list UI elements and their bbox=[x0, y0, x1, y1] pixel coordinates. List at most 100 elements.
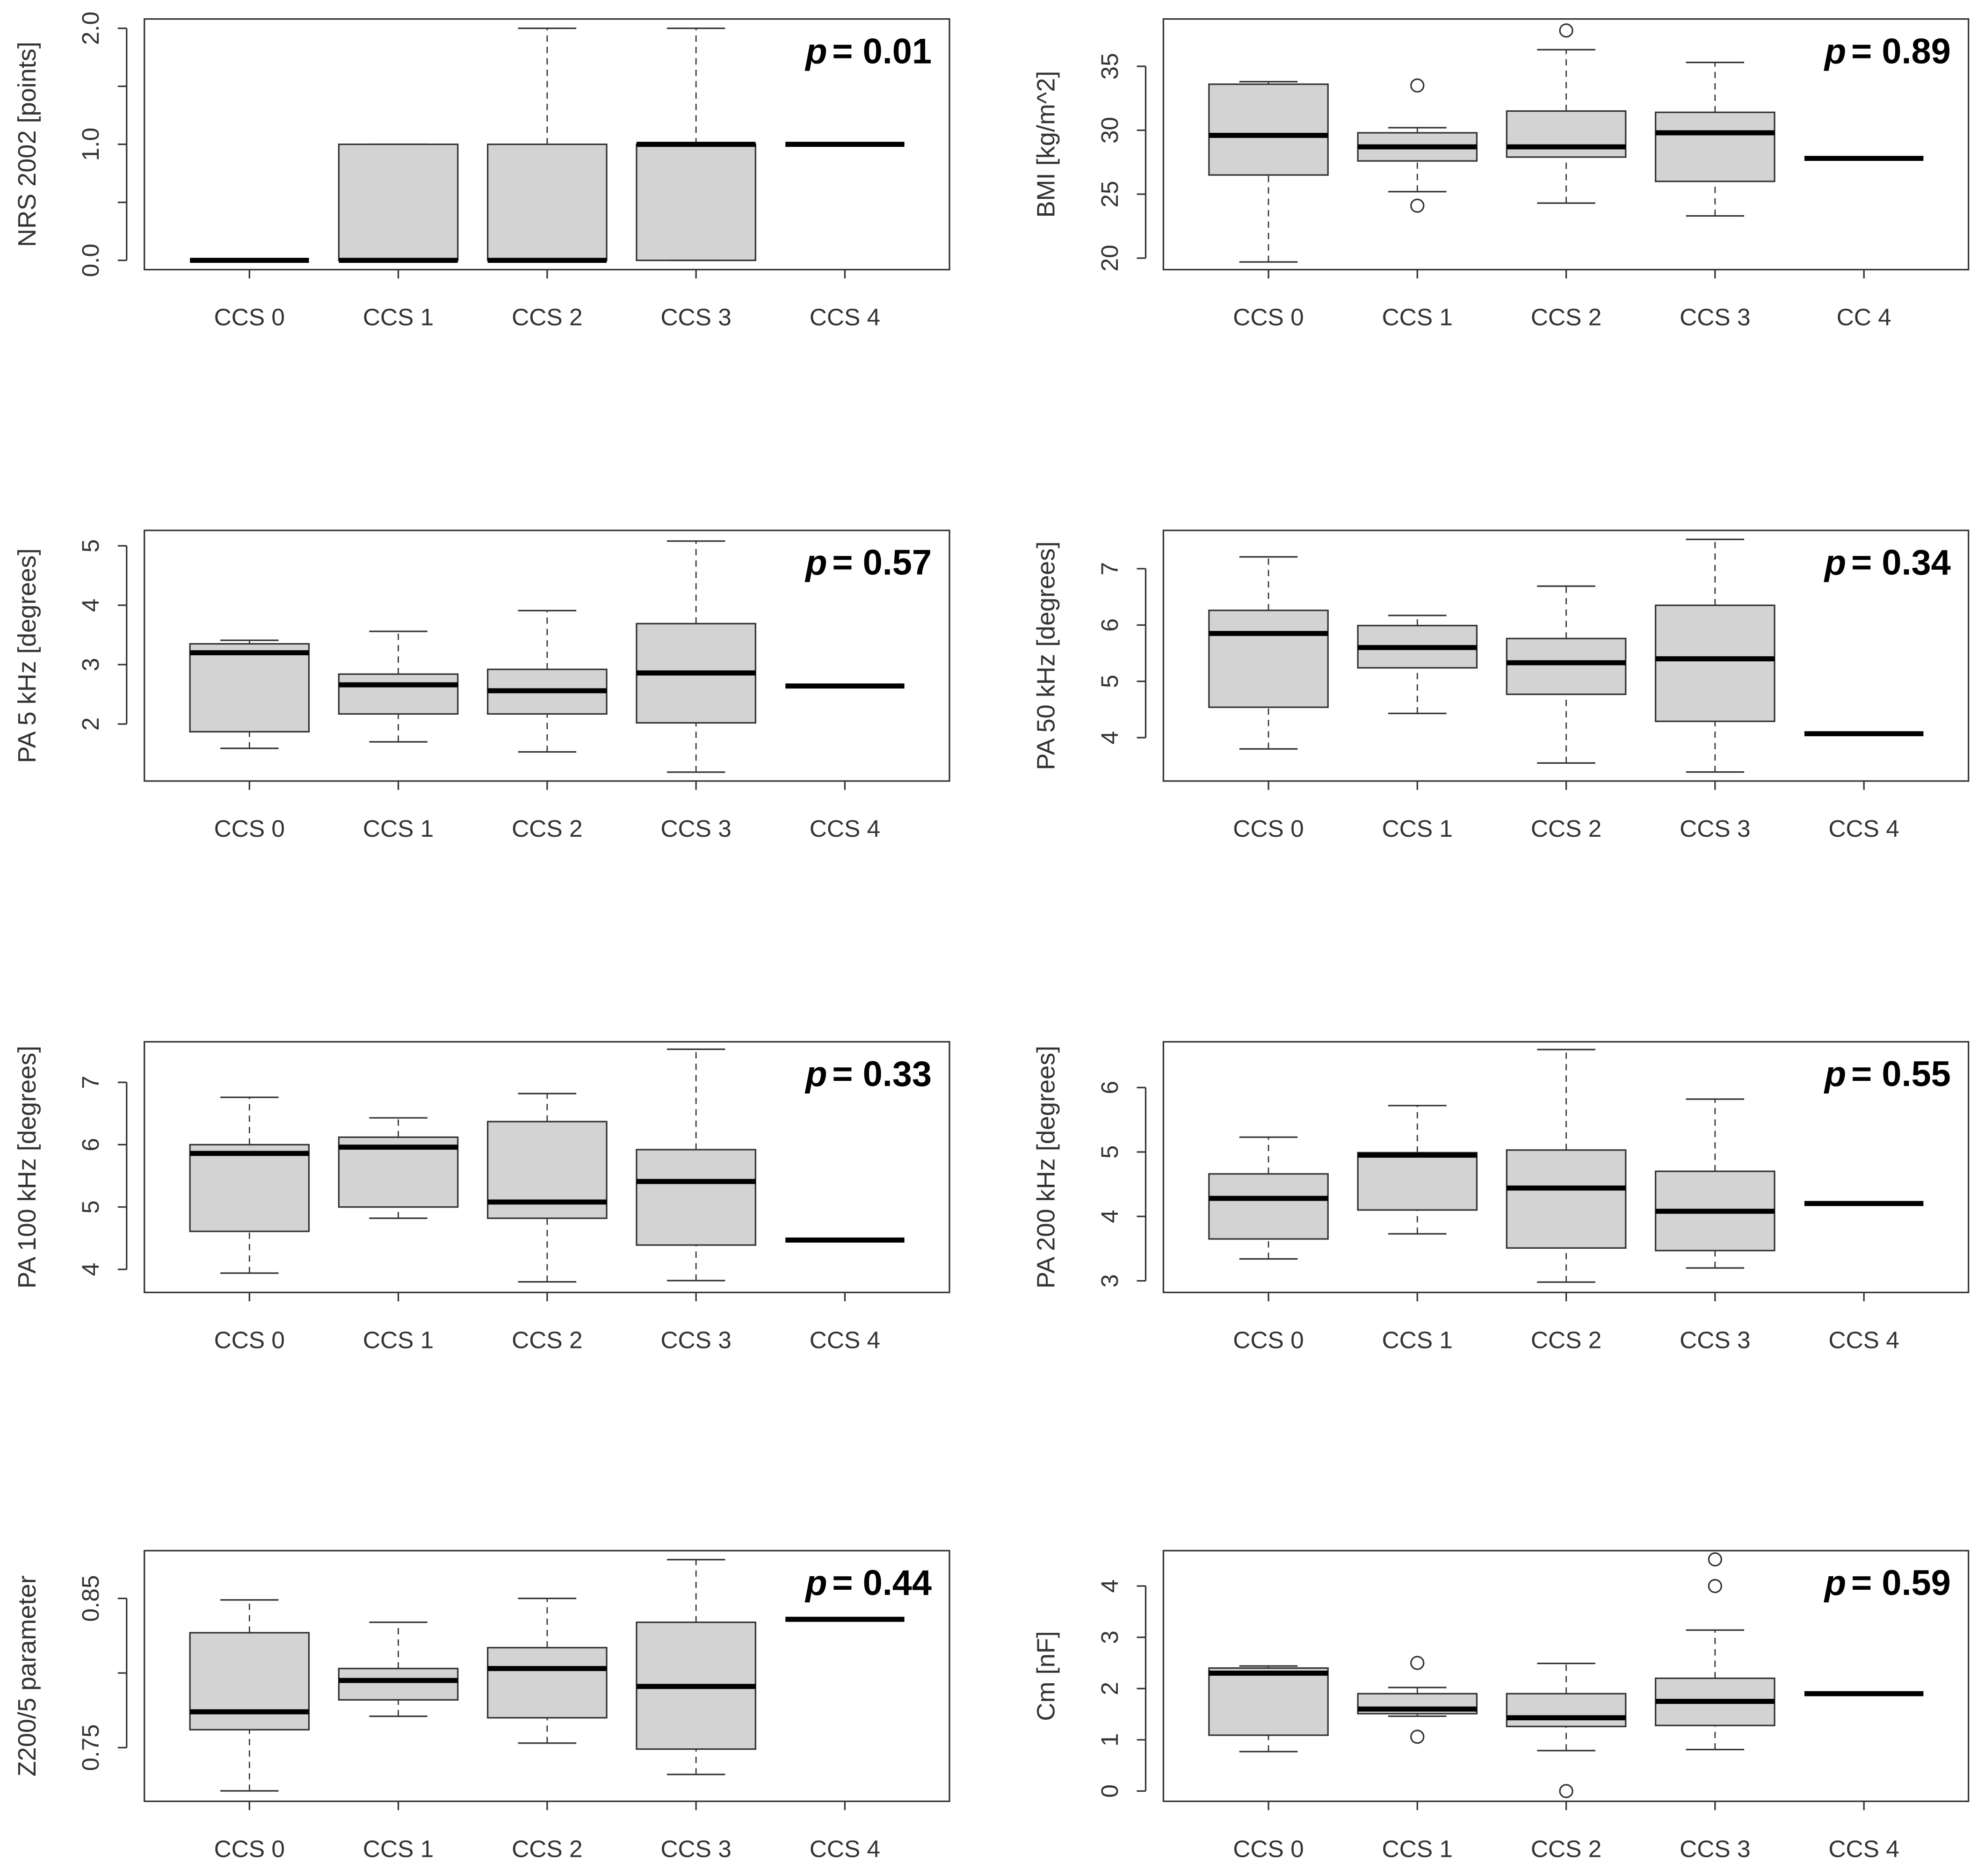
x-tick-label: CCS 2 bbox=[1531, 1326, 1601, 1353]
p-symbol: p bbox=[1824, 31, 1846, 71]
box bbox=[338, 1667, 459, 1701]
x-tick-label: CCS 0 bbox=[214, 1835, 285, 1862]
y-tick-label: 7 bbox=[77, 1076, 104, 1089]
y-tick-label: 0.75 bbox=[77, 1724, 104, 1771]
x-tick-label: CCS 4 bbox=[1828, 1326, 1899, 1353]
x-tick-label: CCS 0 bbox=[1233, 815, 1304, 842]
panel: 0.75 0.85 Z200/5 parameter p = 0.44 CCS 0 CCS … bbox=[13, 1550, 950, 1862]
x-tick-label: CCS 0 bbox=[1233, 1326, 1304, 1353]
x-tick-label: CCS 3 bbox=[1680, 1835, 1750, 1862]
y-tick-label: 3 bbox=[1096, 1630, 1123, 1644]
box bbox=[1655, 111, 1775, 182]
p-symbol: p bbox=[804, 1054, 827, 1094]
p-symbol: p bbox=[804, 1563, 827, 1603]
box bbox=[1506, 110, 1627, 158]
x-tick-label: CCS 1 bbox=[1382, 815, 1453, 842]
x-tick-label: CCS 1 bbox=[1382, 304, 1453, 331]
box bbox=[338, 143, 459, 261]
x-tick-label: CCS 1 bbox=[1382, 1835, 1453, 1862]
y-axis-label: BMI [kg/m^2] bbox=[1032, 71, 1060, 218]
y-tick-label: 4 bbox=[1096, 731, 1123, 745]
x-tick-label: CCS 2 bbox=[512, 815, 582, 842]
box bbox=[1506, 637, 1627, 695]
y-tick-label: 3 bbox=[1096, 1274, 1123, 1288]
x-tick-label: CCS 1 bbox=[363, 304, 434, 331]
y-tick-label: 3 bbox=[77, 658, 104, 672]
y-tick-label: 1 bbox=[1096, 1733, 1123, 1747]
y-axis-label: PA 5 kHz [degrees] bbox=[13, 548, 41, 763]
box bbox=[1208, 1667, 1329, 1736]
x-tick-label: CCS 1 bbox=[363, 815, 434, 842]
y-tick-label: 0.85 bbox=[77, 1575, 104, 1622]
x-tick-label: CCS 3 bbox=[1680, 304, 1750, 331]
box bbox=[1506, 1149, 1627, 1249]
p-text: = 0.44 bbox=[832, 1563, 932, 1603]
x-tick-label: CCS 1 bbox=[363, 1835, 434, 1862]
p-text: = 0.01 bbox=[832, 31, 932, 71]
x-tick-label: CCS 1 bbox=[363, 1326, 434, 1353]
p-value: p = 0.89 bbox=[1824, 31, 1951, 71]
p-text: = 0.57 bbox=[832, 543, 932, 583]
x-tick-label: CCS 4 bbox=[810, 1835, 880, 1862]
p-text: = 0.34 bbox=[1851, 543, 1951, 583]
x-tick-label: CCS 3 bbox=[1680, 815, 1750, 842]
x-tick-label: CCS 2 bbox=[1531, 815, 1601, 842]
x-tick-label: CCS 2 bbox=[512, 1326, 582, 1353]
p-value: p = 0.34 bbox=[1824, 543, 1951, 583]
outlier bbox=[1559, 23, 1573, 38]
y-tick-label: 7 bbox=[1096, 562, 1123, 576]
p-symbol: p bbox=[1824, 1054, 1846, 1094]
y-axis-label: Cm [nF] bbox=[1032, 1631, 1060, 1721]
box bbox=[1208, 83, 1329, 176]
box bbox=[189, 1632, 310, 1731]
x-tick-label: CCS 0 bbox=[214, 815, 285, 842]
y-tick-label: 35 bbox=[1096, 53, 1123, 80]
y-tick-label: 6 bbox=[1096, 618, 1123, 632]
p-value: p = 0.57 bbox=[804, 543, 932, 583]
p-text: = 0.59 bbox=[1851, 1563, 1951, 1603]
box bbox=[636, 143, 756, 261]
x-tick-label: CCS 4 bbox=[810, 815, 880, 842]
y-tick-label: 5 bbox=[1096, 674, 1123, 688]
outlier bbox=[1410, 1656, 1425, 1670]
y-axis-label: PA 200 kHz [degrees] bbox=[1032, 1046, 1060, 1289]
p-value: p = 0.44 bbox=[804, 1563, 932, 1603]
y-axis-label: PA 100 kHz [degrees] bbox=[13, 1046, 41, 1289]
box bbox=[1357, 1152, 1478, 1211]
y-axis-label: Z200/5 parameter bbox=[13, 1575, 41, 1776]
x-tick-label: CCS 0 bbox=[1233, 304, 1304, 331]
x-tick-label: CCS 1 bbox=[1382, 1326, 1453, 1353]
x-tick-label: CCS 0 bbox=[1233, 1835, 1304, 1862]
x-tick-label: CCS 3 bbox=[660, 815, 731, 842]
panel: 0.0 1.0 2.0 NRS 2002 [points] p = 0.01 CCS 0 CC… bbox=[13, 12, 950, 331]
x-tick-label: CCS 2 bbox=[1531, 1835, 1601, 1862]
box bbox=[1208, 609, 1329, 708]
y-tick-label: 2 bbox=[1096, 1682, 1123, 1695]
p-symbol: p bbox=[804, 543, 827, 583]
y-tick-label: 20 bbox=[1096, 245, 1123, 271]
x-tick-label: CCS 3 bbox=[1680, 1326, 1750, 1353]
panel: 3 4 5 6 PA 200 kHz [degrees] p = 0.55 CCS 0 CCS … bbox=[1032, 1041, 1970, 1353]
box bbox=[1208, 1173, 1329, 1240]
p-text: = 0.33 bbox=[832, 1054, 932, 1094]
y-tick-label: 4 bbox=[1096, 1579, 1123, 1593]
plot-frame bbox=[1162, 18, 1970, 271]
outlier bbox=[1708, 1579, 1723, 1594]
y-tick-label: 0.0 bbox=[77, 244, 104, 277]
box bbox=[1506, 1693, 1627, 1727]
box bbox=[338, 673, 459, 715]
box bbox=[487, 143, 608, 261]
x-tick-label: CCS 4 bbox=[810, 304, 880, 331]
panel: 2 3 4 5 PA 5 kHz [degrees] p = 0.57 CCS 0 CCS 1 C… bbox=[13, 529, 950, 842]
x-tick-label: CCS 3 bbox=[660, 1835, 731, 1862]
x-tick-label: CCS 2 bbox=[512, 304, 582, 331]
x-tick-label: CCS 4 bbox=[1828, 1835, 1899, 1862]
outlier bbox=[1410, 1730, 1425, 1744]
y-tick-label: 2 bbox=[77, 717, 104, 731]
x-tick-label: CCS 4 bbox=[1828, 815, 1899, 842]
box bbox=[487, 1647, 608, 1719]
x-tick-label: CCS 0 bbox=[214, 304, 285, 331]
panel: 4 5 6 7 PA 50 kHz [degrees] p = 0.34 CCS 0 CCS 1… bbox=[1032, 529, 1970, 842]
